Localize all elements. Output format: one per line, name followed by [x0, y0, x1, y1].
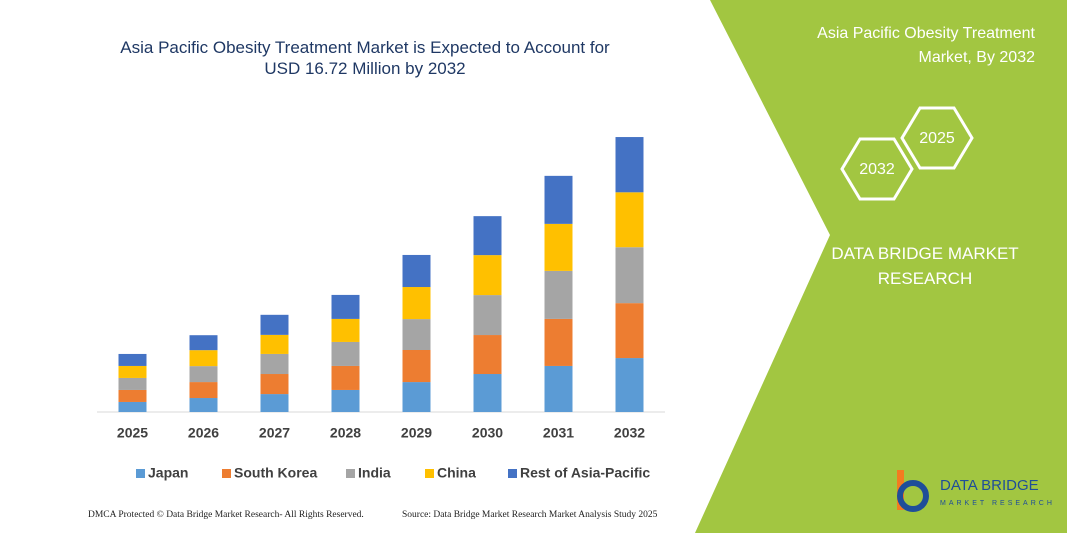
legend-label: Japan	[148, 465, 188, 481]
hex-label: 2025	[919, 130, 955, 147]
hexagon	[900, 106, 974, 170]
legend-label: Rest of Asia-Pacific	[520, 465, 650, 481]
x-tick-label: 2030	[472, 425, 503, 441]
logo-tagline: MARKET RESEARCH	[940, 500, 1055, 507]
legend-swatch	[425, 469, 434, 478]
bar-segment	[260, 374, 289, 395]
x-tick-label: 2026	[188, 425, 219, 441]
bar-segment	[402, 254, 431, 288]
bar-segment	[118, 353, 147, 366]
legend-swatch	[346, 469, 355, 478]
x-tick-label: 2025	[117, 425, 148, 441]
legend-swatch	[136, 469, 145, 478]
bar-segment	[260, 353, 289, 375]
bar-segment	[331, 294, 360, 319]
footer-right: Source: Data Bridge Market Research Mark…	[402, 510, 658, 520]
x-tick-label: 2027	[259, 425, 290, 441]
bar-segment	[260, 314, 289, 335]
bar-segment	[189, 382, 218, 399]
bar-segment	[260, 334, 289, 354]
x-tick-label: 2032	[614, 425, 645, 441]
legend-label: China	[437, 465, 476, 481]
logo-name: DATA BRIDGE	[940, 477, 1039, 494]
bar-segment	[118, 377, 147, 390]
bar-segment	[260, 394, 289, 412]
bar-segment	[615, 303, 644, 359]
hex-label: 2032	[859, 161, 895, 178]
bar-segment	[402, 350, 431, 383]
bar-segment	[544, 223, 573, 271]
bar-segment	[615, 192, 644, 248]
legend-label: India	[358, 465, 391, 481]
bar-segment	[615, 247, 644, 304]
bar-segment	[118, 365, 147, 378]
panel-title: Asia Pacific Obesity Treatment Market, B…	[817, 25, 1035, 66]
legend-label: South Korea	[234, 465, 317, 481]
bar-segment	[544, 318, 573, 366]
bar-segment	[473, 335, 502, 375]
side-panel	[695, 0, 1067, 533]
bar-segment	[189, 398, 218, 412]
footer-left: DMCA Protected © Data Bridge Market Rese…	[88, 510, 364, 520]
bar-segment	[544, 270, 573, 319]
bar-segment	[189, 335, 218, 351]
bar-segment	[402, 319, 431, 351]
x-tick-label: 2028	[330, 425, 361, 441]
logo-icon	[897, 470, 929, 512]
bar-segment	[544, 175, 573, 224]
bar-segment	[402, 382, 431, 412]
bar-segment	[189, 350, 218, 367]
x-tick-label: 2031	[543, 425, 574, 441]
hexagon	[840, 137, 914, 201]
bar-segment	[331, 318, 360, 342]
bar-segment	[402, 287, 431, 320]
bar-segment	[473, 216, 502, 256]
bar-segment	[118, 389, 147, 402]
bar-segment	[331, 389, 360, 412]
legend-swatch	[508, 469, 517, 478]
bar-segment	[473, 374, 502, 412]
bar-segment	[118, 401, 147, 412]
brand: DATA BRIDGE MARKET RESEARCH	[831, 244, 1019, 288]
bar-segment	[473, 255, 502, 296]
chart-title: Asia Pacific Obesity Treatment Market is…	[120, 38, 610, 78]
bar-segment	[189, 366, 218, 383]
bar-segment	[615, 358, 644, 412]
x-tick-label: 2029	[401, 425, 432, 441]
bar-segment	[331, 365, 360, 390]
bar-segment	[331, 341, 360, 366]
bar-segment	[473, 295, 502, 336]
bar-segment	[544, 365, 573, 412]
legend-swatch	[222, 469, 231, 478]
bar-segment	[615, 137, 644, 193]
